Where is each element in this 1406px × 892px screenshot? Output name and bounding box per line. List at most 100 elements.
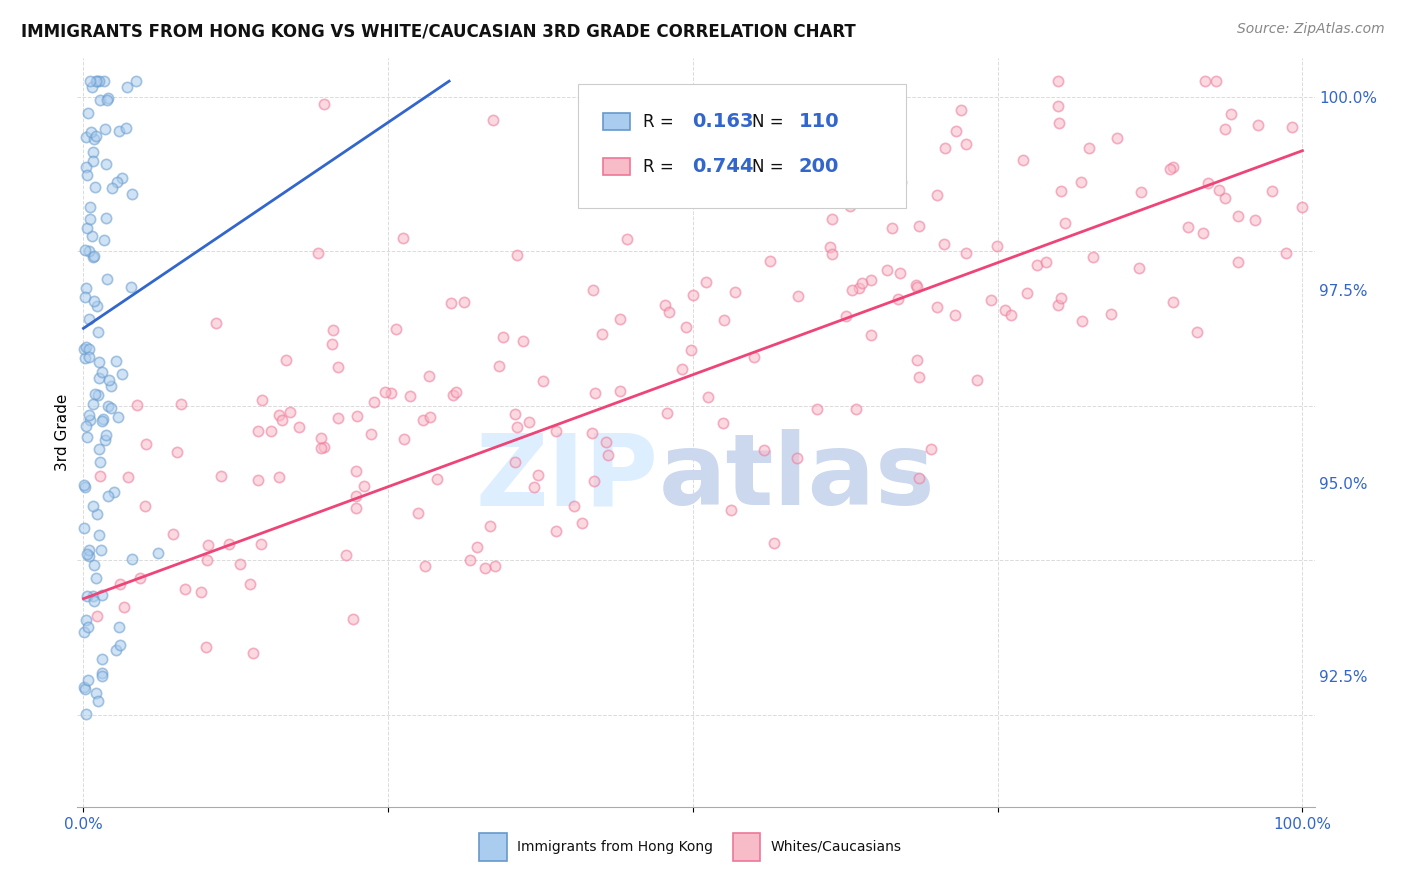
Text: 0.163: 0.163: [692, 112, 754, 131]
Point: [859, 328, 882, 343]
Point: [595, 434, 617, 449]
Point: [517, 415, 540, 429]
Point: [848, 280, 870, 294]
Point: [1047, 74, 1070, 88]
Point: [309, 431, 332, 445]
Point: [82, 154, 104, 169]
Point: [876, 262, 898, 277]
Point: [72, 680, 94, 694]
Point: [980, 293, 1002, 308]
Y-axis label: 3rd Grade: 3rd Grade: [55, 394, 70, 471]
Point: [80, 228, 103, 243]
Point: [75, 243, 97, 257]
Point: [908, 471, 931, 485]
Point: [344, 464, 367, 478]
Text: N =: N =: [752, 158, 789, 176]
Point: [581, 426, 603, 441]
Point: [754, 442, 776, 457]
Point: [1054, 216, 1077, 230]
Point: [335, 548, 357, 562]
Point: [134, 499, 156, 513]
Point: [321, 337, 343, 351]
Point: [121, 187, 143, 202]
Point: [934, 236, 956, 251]
Point: [73, 624, 96, 639]
FancyBboxPatch shape: [578, 84, 907, 208]
Point: [583, 386, 606, 401]
Point: [880, 221, 903, 235]
Point: [76, 547, 98, 561]
Point: [94, 428, 117, 442]
Point: [242, 646, 264, 660]
Point: [75, 351, 97, 366]
Point: [250, 537, 273, 551]
Point: [658, 305, 681, 319]
Point: [190, 585, 212, 599]
Point: [87, 370, 110, 384]
Point: [949, 103, 972, 117]
Point: [111, 171, 134, 186]
Point: [380, 385, 402, 400]
Point: [1025, 258, 1047, 272]
Point: [1159, 162, 1181, 177]
Point: [73, 521, 96, 535]
Point: [73, 682, 96, 697]
Point: [125, 398, 148, 412]
Point: [269, 470, 291, 484]
Point: [82, 589, 104, 603]
Point: [1099, 307, 1122, 321]
Point: [474, 561, 496, 575]
Point: [679, 343, 702, 357]
Point: [887, 292, 910, 306]
Point: [76, 589, 98, 603]
Text: Source: ZipAtlas.com: Source: ZipAtlas.com: [1237, 22, 1385, 37]
Point: [546, 424, 568, 438]
Point: [97, 90, 120, 104]
Point: [908, 369, 931, 384]
Text: Immigrants from Hong Kong: Immigrants from Hong Kong: [516, 840, 713, 854]
Point: [115, 80, 138, 95]
Point: [1194, 74, 1216, 88]
Point: [96, 211, 118, 226]
Point: [925, 300, 948, 314]
Point: [77, 542, 100, 557]
Point: [385, 322, 408, 336]
Point: [453, 295, 475, 310]
Point: [89, 93, 111, 107]
Point: [108, 577, 131, 591]
Point: [108, 639, 131, 653]
Point: [194, 640, 217, 655]
Point: [1105, 131, 1128, 145]
Text: N =: N =: [752, 112, 789, 130]
Point: [86, 609, 108, 624]
Point: [682, 288, 704, 302]
Point: [838, 199, 860, 213]
Point: [86, 507, 108, 521]
Point: [1215, 121, 1237, 136]
Point: [742, 351, 765, 365]
Point: [195, 553, 218, 567]
Point: [406, 506, 429, 520]
Point: [328, 359, 350, 374]
Point: [1205, 74, 1227, 88]
Point: [1070, 175, 1092, 189]
Point: [506, 420, 529, 434]
Point: [90, 588, 112, 602]
Point: [82, 79, 104, 94]
Point: [271, 413, 294, 427]
Point: [307, 245, 329, 260]
Point: [571, 516, 593, 530]
Point: [883, 141, 905, 155]
Point: [209, 469, 232, 483]
Point: [1046, 298, 1069, 312]
Point: [598, 448, 620, 462]
Point: [75, 707, 97, 722]
Point: [671, 362, 693, 376]
Point: [994, 303, 1017, 318]
Point: [1213, 191, 1236, 205]
Point: [111, 368, 134, 382]
Point: [413, 559, 436, 574]
Point: [374, 385, 396, 400]
Point: [696, 390, 718, 404]
Point: [786, 288, 808, 302]
